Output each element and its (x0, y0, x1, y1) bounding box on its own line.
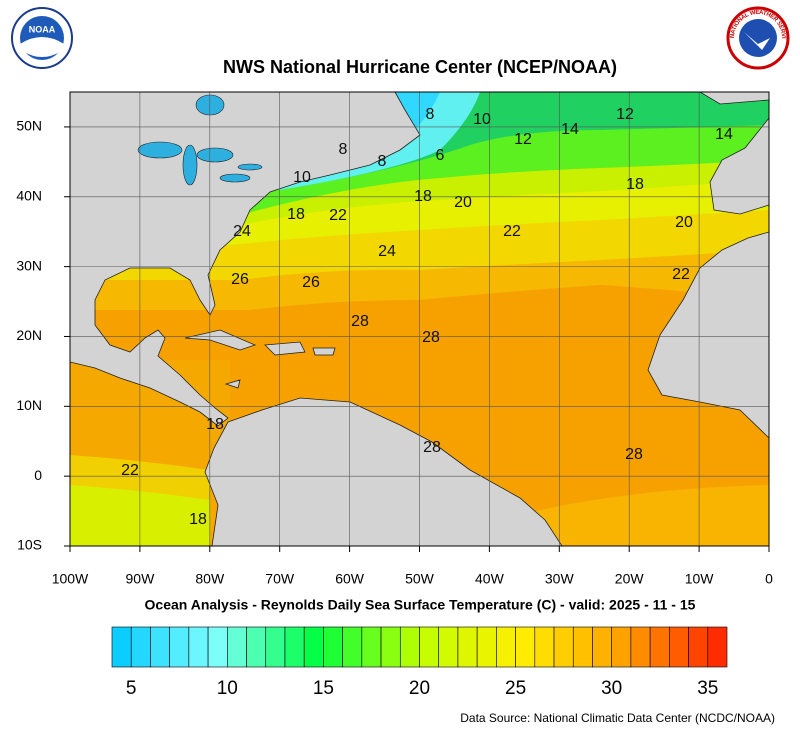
colorbar-box (188, 626, 209, 668)
contour-label: 24 (233, 223, 251, 240)
x-tick-label: 60W (335, 571, 365, 587)
colorbar-tick-label: 25 (505, 678, 526, 699)
contour-labels: 8 10 12 14 12 14 8 8 6 10 18 18 20 18 22 20 22 24 24 22 26 26… (121, 106, 733, 528)
colorbar-box (130, 626, 151, 668)
x-tick-label: 10W (685, 571, 715, 587)
logo-text: NOAA (29, 24, 56, 34)
colorbar-box (649, 626, 670, 668)
colorbar-box (361, 626, 382, 668)
colorbar-box (457, 626, 478, 668)
contour-label: 18 (287, 206, 305, 223)
contour-label: 18 (189, 511, 207, 528)
colorbar-box (572, 626, 593, 668)
contour-label: 24 (378, 243, 396, 260)
contour-label: 18 (206, 416, 224, 433)
y-tick-label: 30N (16, 257, 42, 273)
colorbar-box (303, 626, 324, 668)
x-tick-label: 30W (545, 571, 575, 587)
contour-label: 14 (715, 126, 733, 143)
colorbar-box (553, 626, 574, 668)
colorbar-box (496, 626, 516, 668)
caption: Ocean Analysis - Reynolds Daily Sea Surf… (145, 597, 696, 613)
contour-label: 8 (426, 106, 435, 123)
colorbar-box (438, 626, 459, 668)
contour-label: 18 (626, 176, 644, 193)
grid (70, 92, 769, 546)
colorbar-box (150, 626, 170, 668)
colorbar-box (284, 626, 305, 668)
colorbar-box (534, 626, 555, 668)
colorbar-box (342, 626, 363, 668)
contour-label: 28 (351, 313, 369, 330)
contour-label: 22 (329, 207, 347, 224)
x-tick-label: 20W (615, 571, 645, 587)
contour-label: 28 (422, 329, 440, 346)
logo-text: NATIONAL WEATHER SERVICE (0, 0, 786, 39)
axis-ticks: 100W 90W 80W 70W 60W 50W 40W 30W 20W 10W 0 50N 40N 30… (16, 118, 773, 587)
x-tick-label: 0 (765, 571, 773, 587)
contour-label: 22 (503, 223, 521, 240)
x-tick-label: 100W (52, 571, 89, 587)
contour-label: 6 (436, 147, 445, 164)
y-tick-label: 50N (16, 118, 42, 134)
colorbar-box (169, 626, 190, 668)
colorbar-box (592, 626, 612, 668)
x-tick-label: 70W (265, 571, 295, 587)
colorbar-box (688, 626, 709, 668)
contour-label: 28 (423, 439, 441, 456)
contour-label: 22 (121, 462, 139, 479)
y-tick-label: 20N (16, 327, 42, 343)
colorbar-box (707, 626, 728, 668)
y-tick-label: 40N (16, 187, 42, 203)
logo-text-path: NATIONAL WEATHER SERVICE (0, 0, 786, 39)
x-tick-label: 40W (475, 571, 505, 587)
title: NWS National Hurricane Center (NCEP/NOAA… (223, 57, 617, 77)
colorbar-box (265, 626, 286, 668)
contour-label: 20 (675, 214, 693, 231)
contour-label: 26 (302, 274, 320, 291)
colorbar-box (515, 626, 536, 668)
contour-label: 26 (231, 271, 249, 288)
colorbar-box (669, 626, 689, 668)
colorbar-box (111, 626, 132, 668)
colorbar-tick-label: 10 (217, 678, 238, 699)
colorbar-box (630, 626, 651, 668)
contour-label: 20 (454, 194, 472, 211)
y-tick-label: 10N (16, 397, 42, 413)
contour-label: 22 (672, 266, 690, 283)
contour-label: 12 (616, 106, 634, 123)
contour-label: 14 (561, 121, 579, 138)
source: Data Source: National Climatic Data Cent… (460, 711, 775, 725)
colorbar-tick-label: 5 (126, 678, 137, 699)
colorbar-tick-label: 30 (601, 678, 622, 699)
colorbar-box (207, 626, 228, 668)
y-tick-label: 10S (17, 537, 42, 553)
colorbar-box (246, 626, 267, 668)
x-tick-label: 50W (405, 571, 435, 587)
x-tick-label: 80W (195, 571, 225, 587)
colorbar-box (611, 626, 632, 668)
colorbar-box (323, 626, 343, 668)
map: 8 10 12 14 12 14 8 8 6 10 18 18 20 18 22 20 22 24 24 22 26 26… (70, 92, 769, 546)
colorbar-tick-label: 20 (409, 678, 430, 699)
contour-label: 10 (293, 169, 311, 186)
colorbar-box (380, 626, 401, 668)
colorbar-box (399, 626, 420, 668)
colorbar-box (419, 626, 440, 668)
colorbar: 5 10 15 20 25 30 35 (111, 626, 728, 699)
contour-label: 10 (473, 111, 491, 128)
contour-label: 8 (378, 153, 387, 170)
colorbar-tick-label: 35 (697, 678, 718, 699)
colorbar-tick-label: 15 (313, 678, 334, 699)
colorbar-box (476, 626, 497, 668)
x-tick-label: 90W (126, 571, 156, 587)
contour-label: 18 (414, 188, 432, 205)
y-tick-label: 0 (34, 467, 42, 483)
contour-label: 12 (514, 131, 532, 148)
contour-label: 8 (339, 141, 348, 158)
noaa-logo: NOAA (11, 7, 73, 69)
colorbar-box (227, 626, 247, 668)
contour-label: 28 (625, 446, 643, 463)
